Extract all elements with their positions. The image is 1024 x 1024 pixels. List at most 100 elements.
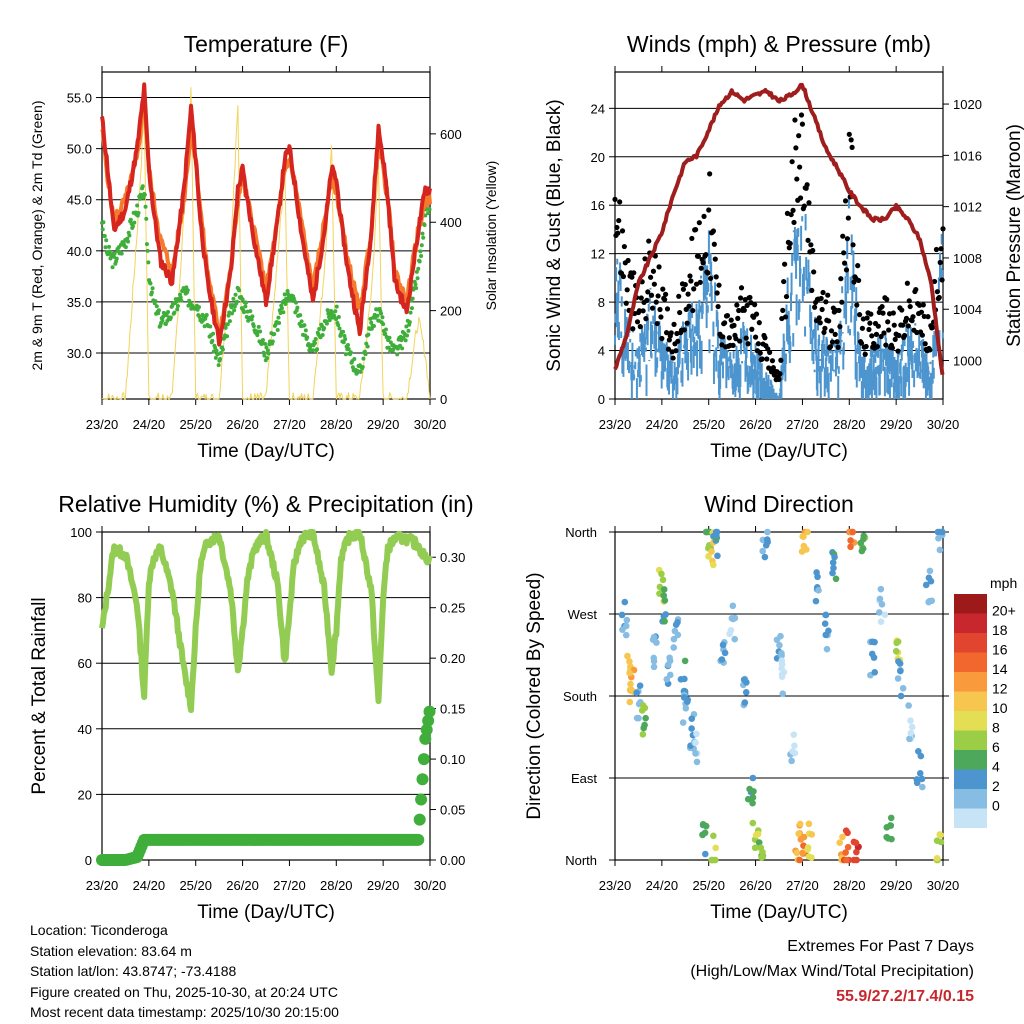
colorbar-label: 20+	[992, 602, 1016, 618]
dewpoint-point	[322, 326, 327, 331]
y-right-tick-label: 1016	[953, 148, 982, 163]
direction-point	[796, 820, 804, 828]
direction-point	[708, 548, 715, 555]
dewpoint-point	[283, 302, 288, 307]
colorbar-swatch	[954, 672, 987, 692]
direction-point	[633, 689, 640, 697]
dewpoint-point	[265, 356, 270, 361]
y-tick-label: North	[565, 853, 597, 868]
x-tick-label: 26/20	[739, 417, 772, 432]
gust-point	[764, 356, 770, 362]
dewpoint-point	[136, 210, 141, 215]
dewpoint-point	[346, 342, 350, 347]
dewpoint-point	[179, 298, 184, 303]
gust-point	[783, 293, 790, 300]
dewpoint-point	[348, 350, 353, 355]
direction-point	[639, 731, 647, 738]
direction-point	[776, 641, 783, 649]
gust-point	[835, 344, 841, 350]
dewpoint-point	[372, 323, 377, 328]
gust-point	[619, 228, 626, 234]
gust-point	[832, 331, 838, 337]
data-timestamp: Most recent data timestamp: 2025/10/30 2…	[30, 1004, 339, 1020]
dewpoint-point	[358, 369, 363, 374]
dewpoint-point	[230, 311, 235, 316]
dewpoint-point	[227, 319, 232, 324]
gust-point	[891, 322, 897, 328]
gust-point	[790, 207, 796, 213]
gust-point	[797, 195, 804, 201]
dewpoint-point	[204, 313, 209, 318]
dewpoint-point	[312, 341, 317, 346]
dewpoint-point	[100, 227, 105, 232]
gust-point	[922, 341, 928, 347]
direction-point	[749, 774, 757, 782]
gust-point	[787, 240, 793, 247]
x-tick-label: 23/20	[86, 878, 119, 893]
direction-point	[764, 528, 771, 536]
colorbar-swatch	[954, 789, 987, 809]
dewpoint-point	[123, 245, 128, 250]
x-axis-label: Time (Day/UTC)	[197, 902, 335, 923]
gust-point	[899, 307, 905, 313]
station-info: Location: Ticonderoga Station elevation:…	[30, 920, 339, 1023]
extremes-values: 55.9/27.2/17.4/0.15	[836, 988, 974, 1005]
gust-point	[817, 320, 823, 326]
dewpoint-point	[107, 244, 112, 249]
dewpoint-point	[256, 324, 261, 329]
dewpoint-point	[102, 233, 107, 238]
precip-point	[413, 813, 426, 826]
x-axis-label: Time (Day/UTC)	[197, 441, 335, 462]
direction-point	[714, 552, 721, 560]
gust-point	[616, 217, 622, 224]
gust-point	[767, 349, 773, 356]
direction-point	[627, 680, 634, 688]
direction-point	[875, 609, 883, 616]
direction-point	[702, 822, 710, 830]
dewpoint-point	[214, 348, 219, 353]
direction-point	[870, 654, 878, 661]
gust-point	[690, 307, 696, 314]
direction-point	[850, 856, 858, 864]
direction-point	[740, 676, 748, 684]
dewpoint-point	[409, 306, 414, 311]
direction-point	[829, 569, 836, 577]
direction-point	[693, 758, 701, 766]
gust-point	[920, 302, 926, 308]
gust-point	[884, 296, 890, 303]
dewpoint-point	[126, 239, 131, 244]
y-right-tick-label: 400	[440, 215, 462, 230]
x-tick-label: 27/20	[273, 878, 306, 893]
gust-point	[711, 241, 717, 247]
dewpoint-point	[336, 314, 341, 319]
x-tick-label: 24/20	[133, 878, 166, 893]
gust-point	[653, 299, 659, 305]
direction-point	[636, 682, 644, 689]
gust-point	[867, 320, 873, 326]
dewpoint-point	[383, 331, 388, 336]
dewpoint-point	[119, 251, 124, 256]
dewpoint-point	[333, 309, 338, 314]
dewpoint-point	[421, 235, 426, 240]
direction-point	[702, 528, 710, 536]
precip-point	[412, 833, 425, 846]
gust-point	[936, 294, 942, 301]
direction-point	[936, 546, 944, 554]
dewpoint-point	[369, 326, 374, 331]
gust-point	[681, 327, 687, 333]
gust-point	[741, 307, 747, 313]
dewpoint-point	[185, 288, 190, 293]
extremes-title: Extremes For Past 7 Days	[787, 938, 974, 955]
gust-point	[710, 228, 717, 234]
dewpoint-point	[154, 304, 159, 309]
gust-point	[782, 261, 788, 267]
direction-point	[658, 570, 665, 578]
direction-point	[829, 559, 837, 566]
gust-point	[676, 293, 682, 299]
colorbar: mph 20+ 18 16 14 12 10 8 6 4 2 0	[954, 575, 1017, 828]
wind-direction-chart: 23/20 24/20 25/20 26/20 27/20 28/20 29/20 30/20…	[524, 491, 1017, 923]
direction-point	[731, 614, 739, 622]
dewpoint-point	[381, 322, 386, 327]
direction-point	[679, 719, 687, 726]
gust-point	[700, 260, 706, 266]
